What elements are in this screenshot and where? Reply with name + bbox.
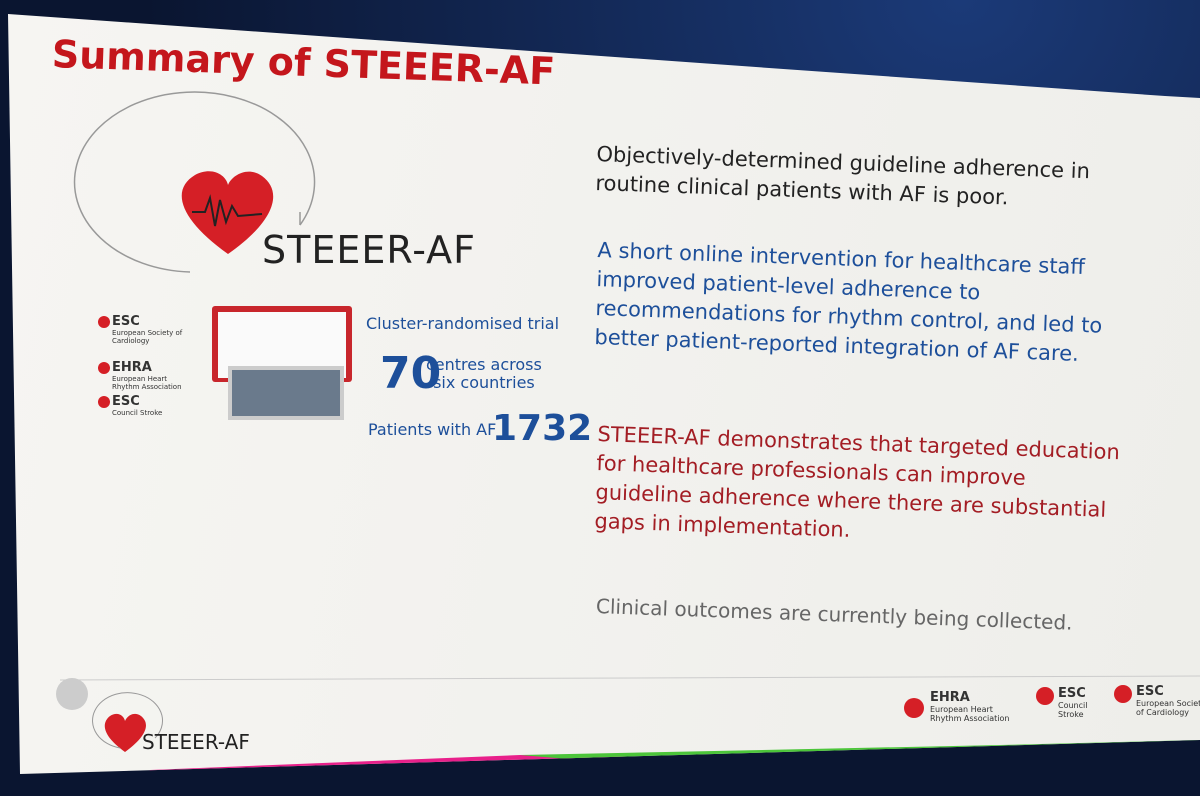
centres-count: 70 [380,348,442,399]
footer-logo: ESC European Society of Cardiology [1136,684,1200,717]
footer-heart [104,713,146,752]
side-logo-name: ESC [112,314,140,329]
footer-logo-name: EHRA [930,690,970,705]
side-logo-sub: European Heart Rhythm Association [112,375,182,391]
side-logo-name: EHRA [112,360,152,375]
side-logo-name: ESC [112,394,140,409]
footer-logo-text: STEEER-AF [142,730,250,754]
footer-logo-sub: Stroke [1058,710,1084,719]
centres-text: centres across six countries [426,356,542,392]
centres-line: centres across [426,355,542,374]
footer-rule [59,675,1200,681]
side-logo: ESC European Society of Cardiology [112,314,192,345]
footer-logo-sub: of Cardiology [1136,708,1190,717]
point: A short online intervention for healthca… [594,236,1105,370]
side-logo-sub: Council Stroke [112,409,163,417]
logo-arc [73,91,316,273]
side-logo-sub: European Society of Cardiology [112,329,183,345]
footer-logo-sub: Rhythm Association [930,714,1010,723]
heart-icon [181,171,274,254]
footer-logo: EHRA European Heart Rhythm Association [930,690,1009,723]
ecg-line [192,194,263,227]
footer-logo: ESC Council Stroke [1058,686,1087,719]
point: STEEER-AF demonstrates that targeted edu… [594,420,1120,554]
trial-design: Cluster-randomised trial [366,314,560,333]
centres-line: six countries [433,373,535,392]
logo-text: STEEER-AF [262,228,476,272]
side-logo: ESC Council Stroke [112,394,192,417]
footer-logo-sub: European Society [1136,699,1200,708]
footer-dot [56,678,88,710]
side-logo: EHRA European Heart Rhythm Association [112,360,192,391]
footer-logo-sub: European Heart [930,705,993,714]
side-hearts [98,316,1132,718]
footer-logo-name: ESC [1136,684,1164,699]
footer-arc [92,692,164,749]
video-thumbnail [228,366,344,420]
footer-logo-name: ESC [1058,686,1086,701]
patients-label: Patients with AF [368,420,497,439]
patients-count: 1732 [492,408,593,449]
footer-stripe-green [520,740,1200,770]
footer-logo-sub: Council [1058,701,1088,710]
footer-stripe-pink [120,755,700,774]
